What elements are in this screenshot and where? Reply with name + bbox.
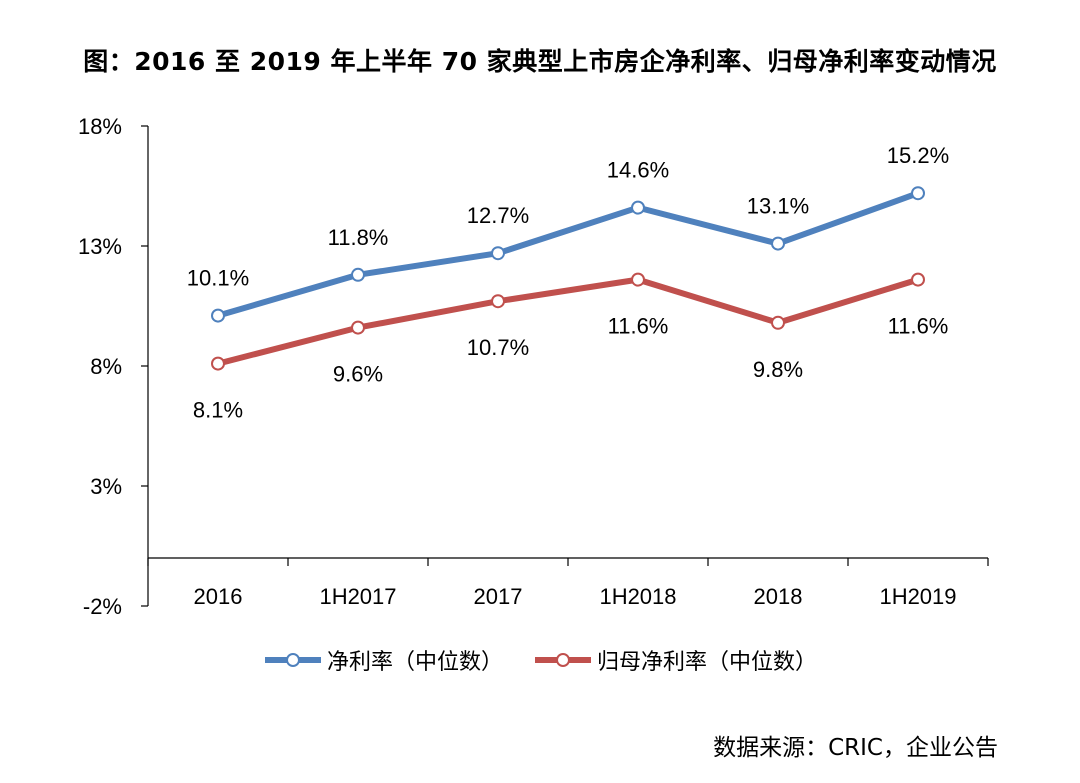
data-point	[351, 320, 365, 335]
legend-item-net-margin: 净利率（中位数）	[263, 644, 503, 676]
series-line-0	[215, 190, 921, 319]
data-label: 13.1%	[747, 194, 809, 219]
x-tick-label: 1H2019	[879, 584, 956, 609]
data-point	[211, 308, 225, 323]
legend-swatch-parent-net-margin	[535, 653, 591, 667]
data-point	[911, 186, 925, 201]
legend-swatch-net-margin	[264, 653, 321, 667]
chart-title: 图：2016 至 2019 年上半年 70 家典型上市房企净利率、归母净利率变动…	[83, 47, 997, 76]
data-label: 11.6%	[608, 314, 669, 339]
data-label: 15.2%	[887, 143, 949, 168]
series-line-1	[215, 276, 921, 367]
data-label: 12.7%	[467, 203, 529, 228]
data-label: 9.6%	[333, 362, 383, 387]
data-label: 14.6%	[607, 158, 669, 183]
data-point	[631, 272, 645, 287]
y-tick-label: 3%	[90, 474, 122, 499]
data-point	[911, 272, 925, 287]
data-point	[211, 356, 225, 371]
data-label: 11.8%	[328, 225, 389, 250]
y-tick-label: -2%	[83, 594, 122, 619]
data-label: 11.6%	[888, 314, 949, 339]
data-point	[491, 294, 505, 309]
y-tick-label: 13%	[78, 234, 122, 259]
x-tick-label: 1H2017	[319, 584, 396, 609]
x-tick-label: 2017	[474, 584, 523, 609]
source-note: 数据来源：CRIC，企业公告	[713, 735, 998, 761]
data-point	[631, 200, 645, 215]
y-tick-label: 8%	[90, 354, 122, 379]
data-label: 9.8%	[753, 357, 803, 382]
x-tick-label: 2016	[194, 584, 243, 609]
x-tick-label: 2018	[754, 584, 803, 609]
data-label: 10.1%	[187, 266, 249, 291]
data-label: 10.7%	[467, 335, 529, 360]
data-point	[351, 267, 365, 282]
legend-label-net-margin: 净利率（中位数）	[326, 650, 503, 675]
data-point	[491, 246, 505, 261]
x-tick-label: 1H2018	[599, 584, 676, 609]
data-point	[771, 236, 785, 251]
y-tick-label: 18%	[78, 114, 122, 139]
data-label: 8.1%	[193, 398, 243, 423]
legend: 净利率（中位数） 归母净利率（中位数）	[0, 644, 1080, 676]
data-point	[771, 315, 785, 330]
line-chart: 18% 13% 8% 3% -2% 2016 1H2017 2017 1H2018 2018 1H2…	[78, 114, 989, 619]
legend-label-parent-net-margin: 归母净利率（中位数）	[597, 650, 818, 675]
legend-item-parent-net-margin: 归母净利率（中位数）	[533, 644, 817, 676]
